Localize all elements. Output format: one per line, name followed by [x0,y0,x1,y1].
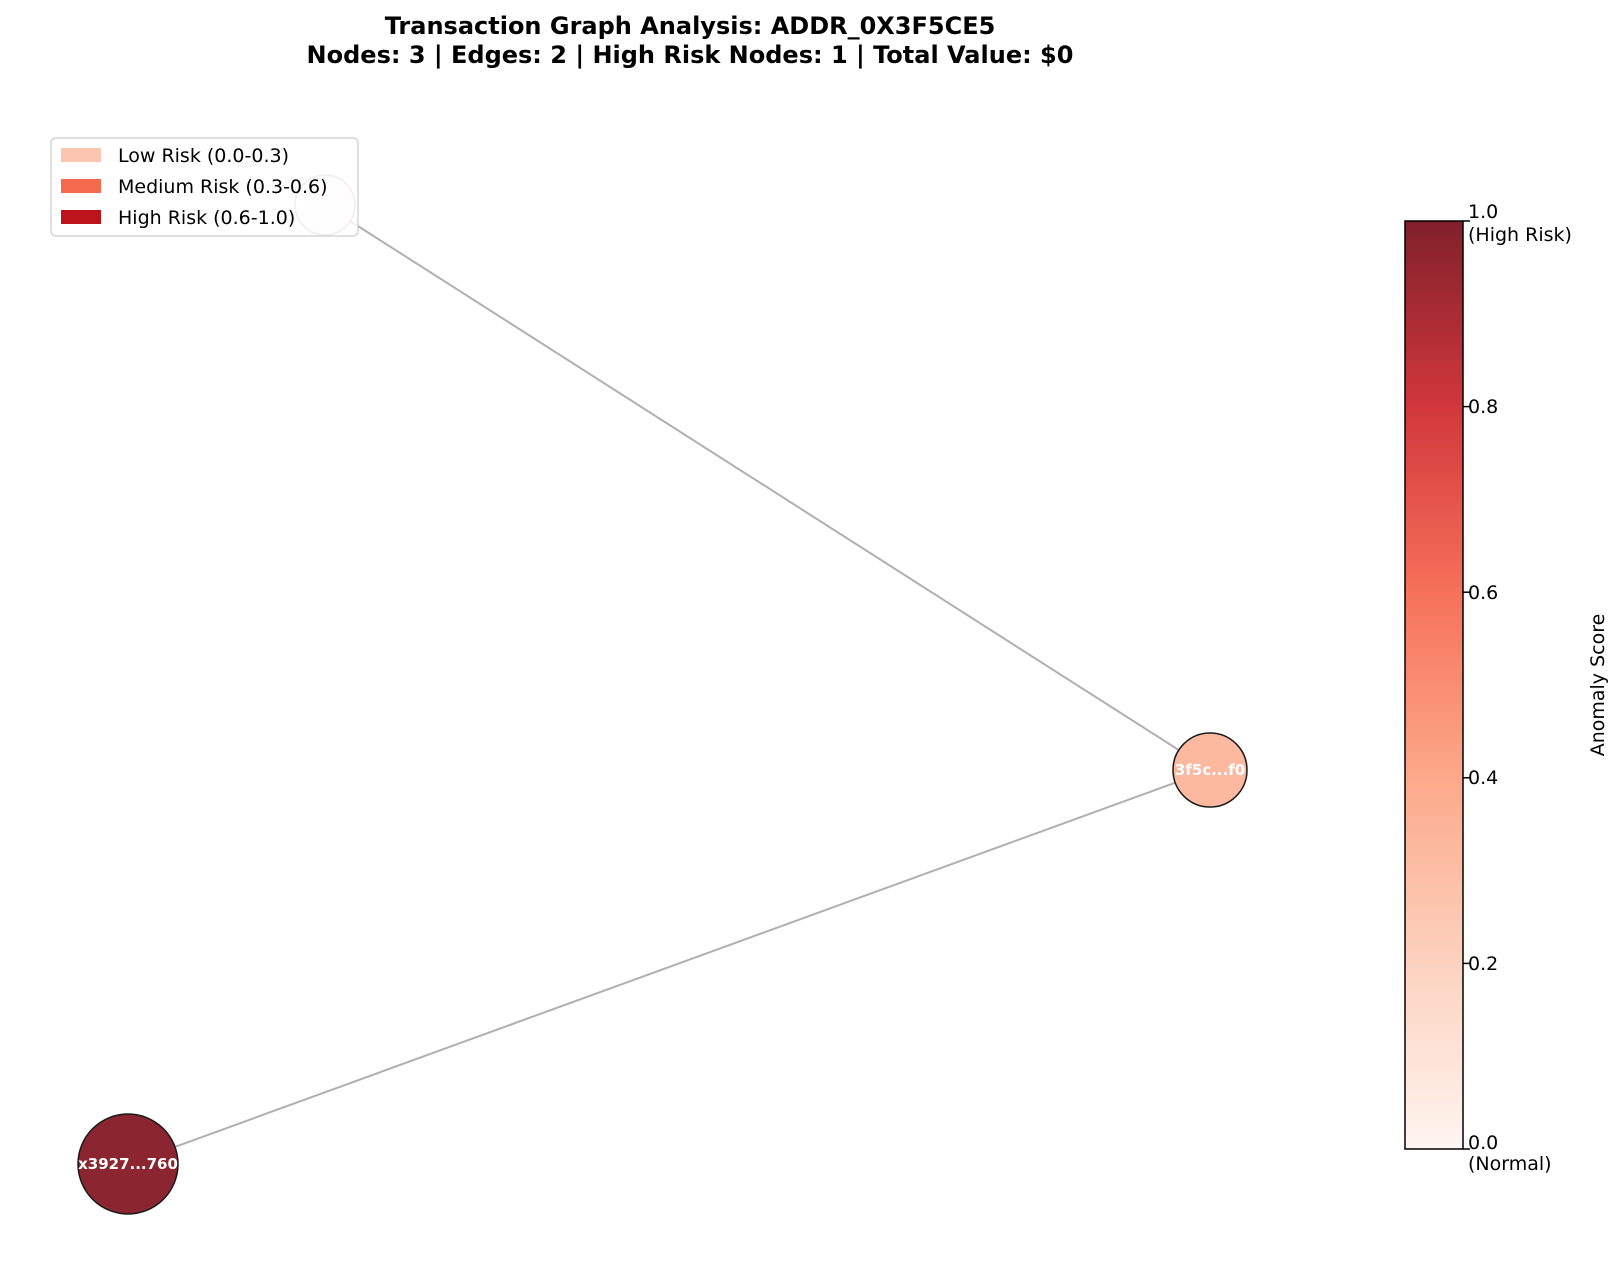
legend-label-low: Low Risk (0.0-0.3) [118,145,289,167]
edge-top-to-center [324,204,1211,771]
colorbar-tick-label-4: 0.8 [1468,396,1498,418]
colorbar-tick-label-3: 0.6 [1468,582,1498,604]
colorbar-top-note: (High Risk) [1468,224,1572,246]
chart-subtitle: Nodes: 3 | Edges: 2 | High Risk Nodes: 1… [307,41,1074,69]
colorbar-tick-label-0: 0.0 [1468,1132,1498,1154]
colorbar-tick-label-1: 0.2 [1468,953,1498,975]
legend-label-high: High Risk (0.6-1.0) [118,207,295,229]
legend: Low Risk (0.0-0.3) Medium Risk (0.3-0.6)… [50,137,359,237]
edge-bottom-to-center [127,769,1211,1165]
legend-label-medium: Medium Risk (0.3-0.6) [118,176,328,198]
legend-swatch-medium [61,179,101,193]
graph-nodes: 3f5c...f0 x3927...760 [77,174,1248,1215]
colorbar-bottom-note: (Normal) [1468,1153,1552,1175]
colorbar-tick-label-5: 1.0 [1468,201,1498,223]
graph-edges [127,204,1211,1165]
legend-swatch-low [61,148,101,162]
legend-box [50,137,359,237]
colorbar: 0.0 0.2 0.4 0.6 0.8 1.0 (High Risk) (Nor… [1404,201,1609,1175]
legend-swatch-high [61,210,101,224]
node-center-label: 3f5c...f0 [1175,761,1245,779]
colorbar-tick-label-2: 0.4 [1468,767,1498,789]
node-bottom-label: x3927...760 [78,1155,178,1173]
node-center[interactable] [1172,732,1248,808]
node-bottom[interactable] [77,1113,179,1215]
colorbar-ticks [1463,220,1470,1150]
colorbar-gradient [1404,220,1464,1150]
colorbar-axis-label: Anomaly Score [1587,614,1609,757]
chart-title: Transaction Graph Analysis: ADDR_0X3F5CE… [385,12,996,40]
